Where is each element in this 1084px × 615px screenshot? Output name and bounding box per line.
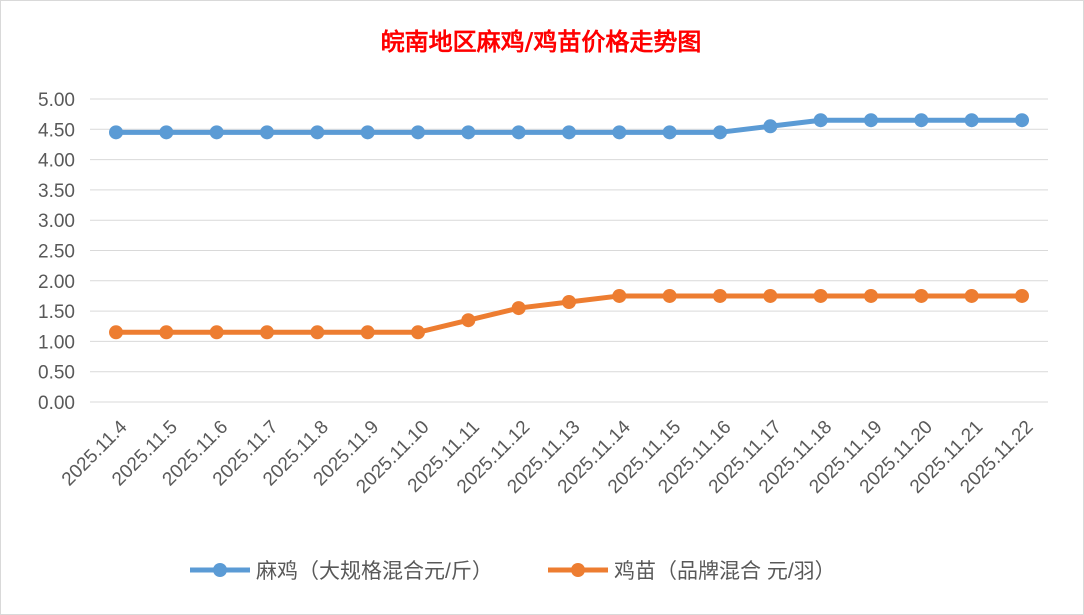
data-point — [511, 301, 526, 316]
data-point — [763, 288, 778, 303]
y-tick-label: 2.00 — [38, 272, 75, 293]
data-point — [914, 113, 929, 128]
data-point — [864, 288, 878, 303]
data-point — [713, 288, 727, 303]
y-tick-label: 3.50 — [38, 181, 75, 202]
data-point — [562, 295, 576, 310]
data-point — [310, 325, 325, 340]
data-point — [260, 125, 274, 140]
legend-marker — [213, 563, 227, 577]
data-point — [159, 325, 174, 340]
data-point — [1015, 288, 1029, 303]
series-group — [109, 113, 1029, 340]
data-point — [864, 113, 878, 128]
data-point — [461, 313, 476, 328]
data-point — [461, 125, 476, 140]
y-tick-label: 1.00 — [38, 332, 75, 353]
data-point — [411, 125, 425, 140]
data-point — [763, 119, 778, 134]
y-tick-label: 4.50 — [38, 120, 75, 141]
data-point — [914, 288, 929, 303]
data-point — [813, 113, 828, 128]
legend-label: 麻鸡（大规格混合元/斤） — [256, 560, 493, 583]
x-axis: 2025.11.42025.11.52025.11.62025.11.72025… — [58, 416, 1038, 497]
y-tick-label: 0.50 — [38, 363, 75, 384]
data-point — [511, 125, 526, 140]
data-point — [109, 325, 123, 340]
data-point — [260, 325, 274, 340]
data-point — [964, 113, 979, 128]
data-point — [662, 288, 677, 303]
data-point — [612, 125, 627, 140]
data-point — [612, 288, 627, 303]
legend: 麻鸡（大规格混合元/斤） 鸡苗（品牌混合 元/羽） — [190, 560, 836, 583]
data-point — [562, 125, 576, 140]
data-point — [1015, 113, 1029, 128]
legend-item: 鸡苗（品牌混合 元/羽） — [548, 560, 836, 583]
data-point — [209, 125, 224, 140]
data-point — [310, 125, 325, 140]
data-point — [360, 125, 375, 140]
gridlines — [90, 98, 1048, 403]
y-tick-label: 0.00 — [38, 393, 75, 414]
data-point — [209, 325, 224, 340]
data-point — [159, 125, 174, 140]
y-tick-label: 4.00 — [38, 151, 75, 172]
y-tick-label: 2.50 — [38, 242, 75, 263]
legend-marker — [571, 563, 585, 577]
data-point — [360, 325, 375, 340]
data-point — [713, 125, 727, 140]
data-point — [813, 288, 828, 303]
y-tick-label: 1.50 — [38, 302, 75, 323]
data-point — [109, 125, 123, 140]
y-tick-label: 3.00 — [38, 211, 75, 232]
chart-title: 皖南地区麻鸡/鸡苗价格走势图 — [381, 27, 702, 56]
data-point — [662, 125, 677, 140]
y-axis: 0.00 0.50 1.00 1.50 2.00 2.50 3.00 3.50 4.00 4.50… — [38, 90, 75, 414]
legend-item: 麻鸡（大规格混合元/斤） — [190, 560, 493, 583]
data-point — [964, 288, 979, 303]
data-point — [411, 325, 425, 340]
legend-label: 鸡苗（品牌混合 元/羽） — [614, 560, 836, 583]
y-tick-label: 5.00 — [38, 90, 75, 111]
